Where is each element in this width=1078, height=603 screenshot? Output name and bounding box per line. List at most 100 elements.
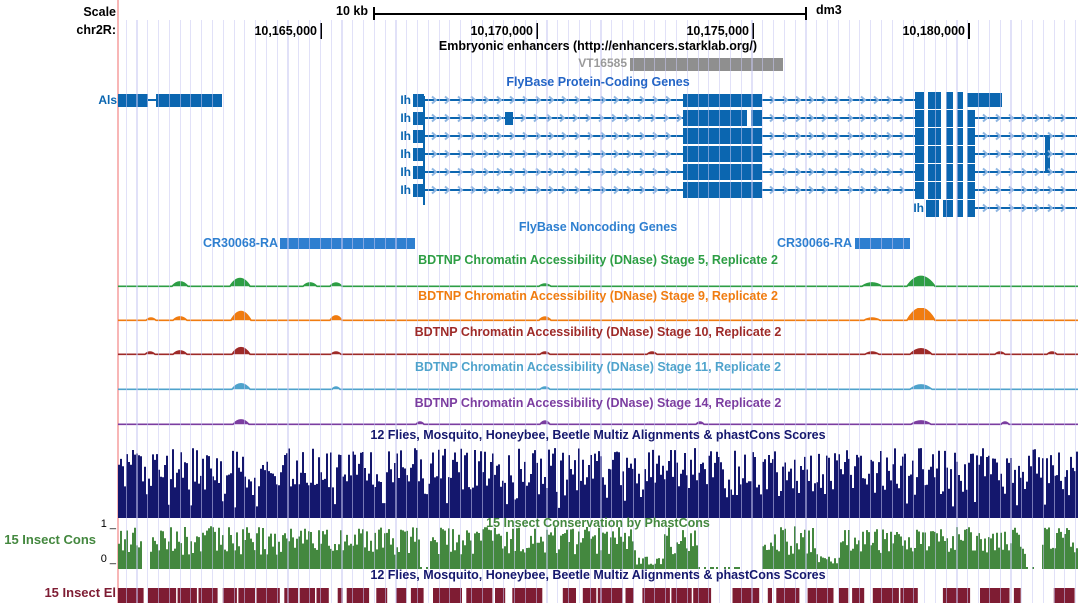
exon-block[interactable] <box>967 93 1002 107</box>
gene-name-label[interactable]: Ih <box>400 111 411 125</box>
grid-line <box>870 20 872 603</box>
intron-line[interactable] <box>513 113 683 123</box>
enhancer-item-box[interactable] <box>630 58 783 71</box>
intron-line[interactable] <box>424 113 505 123</box>
exon-block[interactable] <box>946 163 953 181</box>
exon-block[interactable] <box>118 93 148 107</box>
noncoding-gene-box[interactable] <box>280 238 415 249</box>
exon-block[interactable] <box>957 181 963 199</box>
exon-block[interactable] <box>943 199 953 217</box>
noncoding-gene-label[interactable]: CR30068-RA <box>202 236 278 250</box>
exon-block[interactable] <box>928 181 941 199</box>
intron-line[interactable] <box>424 149 683 159</box>
gene-name-label[interactable]: Ih <box>400 147 411 161</box>
exon-block[interactable] <box>946 145 953 163</box>
exon-block[interactable] <box>967 109 975 127</box>
exon-block[interactable] <box>915 145 924 163</box>
bdtnp-track-title: BDTNP Chromatin Accessibility (DNase) St… <box>418 253 778 267</box>
gene-name-label[interactable]: Ih <box>400 93 411 107</box>
exon-block[interactable] <box>946 181 953 199</box>
exon-block[interactable] <box>957 145 963 163</box>
exon-block[interactable] <box>413 165 424 179</box>
grid-line <box>330 20 332 603</box>
grid-line <box>373 20 375 603</box>
exon-block[interactable] <box>967 181 975 199</box>
grid-line <box>686 20 688 603</box>
exon-block[interactable] <box>957 127 963 145</box>
grid-line <box>147 20 149 603</box>
exon-block[interactable] <box>967 127 975 145</box>
exon-block[interactable] <box>505 111 513 125</box>
grid-line <box>384 20 386 603</box>
position-guide-line <box>117 0 119 603</box>
bdtnp-signal[interactable] <box>118 342 1078 356</box>
grid-line <box>643 20 645 603</box>
noncoding-gene-label[interactable]: CR30066-RA <box>776 236 852 250</box>
gene-name-label[interactable]: Ih <box>913 201 924 215</box>
exon-block[interactable] <box>915 91 924 109</box>
intron-line[interactable] <box>975 131 1077 141</box>
intron-line[interactable] <box>975 149 1077 159</box>
exon-block[interactable] <box>928 109 941 127</box>
exon-block[interactable] <box>156 93 222 107</box>
exon-block[interactable] <box>413 147 424 161</box>
scale-bar-right-tick <box>805 7 807 20</box>
multiz-track-title: 12 Flies, Mosquito, Honeybee, Beetle Mul… <box>370 428 826 442</box>
exon-block[interactable] <box>683 128 762 144</box>
bdtnp-signal[interactable] <box>118 308 1078 322</box>
grid-line <box>762 20 764 603</box>
exon-block[interactable] <box>413 93 424 107</box>
exon-block[interactable] <box>928 91 941 109</box>
grid-line <box>298 20 300 603</box>
exon-block[interactable] <box>683 110 747 126</box>
intron-line[interactable] <box>975 185 1077 195</box>
exon-block[interactable] <box>946 127 953 145</box>
exon-block[interactable] <box>683 182 762 198</box>
exon-block[interactable] <box>957 199 963 217</box>
grid-line <box>848 20 850 603</box>
grid-line <box>826 20 829 603</box>
grid-line <box>945 20 947 603</box>
grid-line <box>190 20 192 603</box>
exon-block[interactable] <box>967 163 975 181</box>
exon-block[interactable] <box>967 145 975 163</box>
exon-block[interactable] <box>946 91 953 109</box>
exon-block[interactable] <box>413 111 424 125</box>
exon-block[interactable] <box>683 164 762 180</box>
gene-name-label[interactable]: Ih <box>400 183 411 197</box>
exon-block[interactable] <box>946 109 953 127</box>
exon-block[interactable] <box>683 146 762 162</box>
intron-line[interactable] <box>148 95 156 105</box>
exon-block[interactable] <box>928 127 941 145</box>
grid-line <box>287 20 289 603</box>
exon-block[interactable] <box>967 199 975 217</box>
grid-line <box>514 20 516 603</box>
bdtnp-track-title: BDTNP Chromatin Accessibility (DNase) St… <box>418 289 778 303</box>
coordinate-label: 10,175,000 <box>686 24 749 38</box>
enhancer-item-label[interactable]: VT16585 <box>578 56 627 70</box>
exon-block[interactable] <box>915 109 924 127</box>
exon-block[interactable] <box>413 129 424 143</box>
intron-line[interactable] <box>975 167 1077 177</box>
exon-block[interactable] <box>683 93 762 107</box>
conservation-axis-max: 1 _ <box>100 518 116 530</box>
exon-block[interactable] <box>957 163 963 181</box>
intron-line[interactable] <box>975 203 1077 213</box>
exon-block[interactable] <box>928 163 941 181</box>
exon-block[interactable] <box>751 110 762 126</box>
conservation-left-label: 15 Insect Cons <box>4 532 96 547</box>
exon-block[interactable] <box>413 183 424 197</box>
exon-block[interactable] <box>928 145 941 163</box>
gene-name-label[interactable]: Ih <box>400 165 411 179</box>
exon-block[interactable] <box>915 163 924 181</box>
intron-line[interactable] <box>975 113 1077 123</box>
noncoding-gene-box[interactable] <box>855 238 910 249</box>
gene-name-label[interactable]: Ih <box>400 129 411 143</box>
exon-block[interactable] <box>957 109 963 127</box>
gene-name-label[interactable]: Als <box>98 93 117 107</box>
exon-block[interactable] <box>957 91 963 109</box>
exon-block[interactable] <box>915 181 924 199</box>
exon-block[interactable] <box>915 127 924 145</box>
exon-block[interactable] <box>926 199 939 217</box>
